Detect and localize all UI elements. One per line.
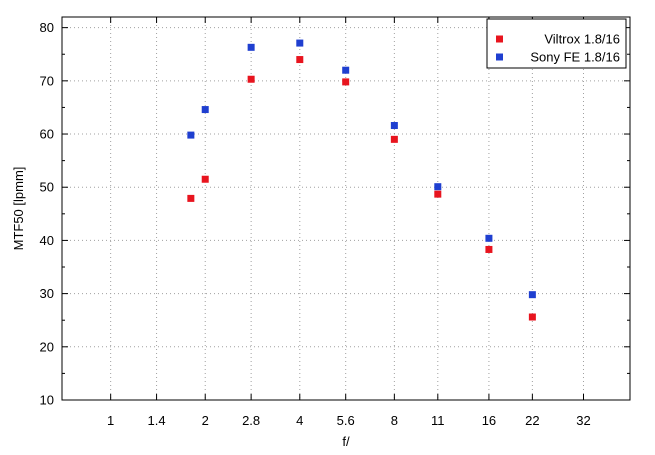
y-tick-label: 80 [40,20,54,35]
x-tick-label: 5.6 [337,413,355,428]
data-points [187,39,536,321]
x-tick-label: 22 [525,413,539,428]
y-tick-label: 40 [40,233,54,248]
y-tick-labels: 10 20 30 40 50 60 70 80 [40,20,54,407]
y-axis-title: MTF50 [lpmm] [11,167,26,251]
data-point-series-2 [247,43,255,51]
y-tick-label: 60 [40,127,54,142]
y-tick-label: 10 [40,393,54,408]
data-point-series-1 [247,75,255,83]
legend-box [486,18,627,69]
legend: Viltrox 1.8/16 Sony FE 1.8/16 [486,18,627,69]
data-point-series-1 [296,56,304,64]
data-point-series-1 [187,194,195,202]
x-tick-label: 1.4 [148,413,166,428]
x-tick-label: 2 [202,413,209,428]
data-point-series-2 [528,291,536,299]
data-point-series-1 [201,175,209,183]
data-point-series-2 [342,66,350,74]
data-point-series-2 [296,39,304,47]
data-point-series-1 [390,135,398,143]
x-tick-label: 16 [482,413,496,428]
y-tick-label: 30 [40,286,54,301]
x-tick-label: 4 [296,413,303,428]
x-axis-title: f/ [342,434,350,449]
x-tick-labels: 1 1.4 2 2.8 4 5.6 8 11 16 22 32 [107,413,591,428]
data-point-series-2 [201,106,209,114]
data-point-series-2 [485,234,493,242]
x-tick-label: 2.8 [242,413,260,428]
data-point-series-1 [434,190,442,198]
legend-label: Sony FE 1.8/16 [530,50,620,65]
legend-swatch [496,53,503,61]
x-tick-label: 11 [431,413,445,428]
legend-entries: Viltrox 1.8/16 Sony FE 1.8/16 [496,32,620,65]
y-tick-label: 50 [40,180,54,195]
x-tick-label: 32 [576,413,590,428]
legend-swatch [496,35,503,43]
y-tick-label: 20 [40,339,54,354]
plot-frame [61,16,631,401]
data-point-series-1 [528,313,536,321]
data-point-series-2 [187,131,195,139]
legend-label: Viltrox 1.8/16 [544,32,620,47]
data-point-series-1 [485,245,493,253]
data-point-series-1 [342,78,350,86]
x-tick-label: 8 [391,413,398,428]
data-point-series-2 [390,122,398,130]
grid [62,17,630,400]
y-tick-label: 70 [40,73,54,88]
x-tick-label: 1 [107,413,114,428]
data-point-series-2 [434,183,442,191]
axis-ticks [62,17,630,401]
